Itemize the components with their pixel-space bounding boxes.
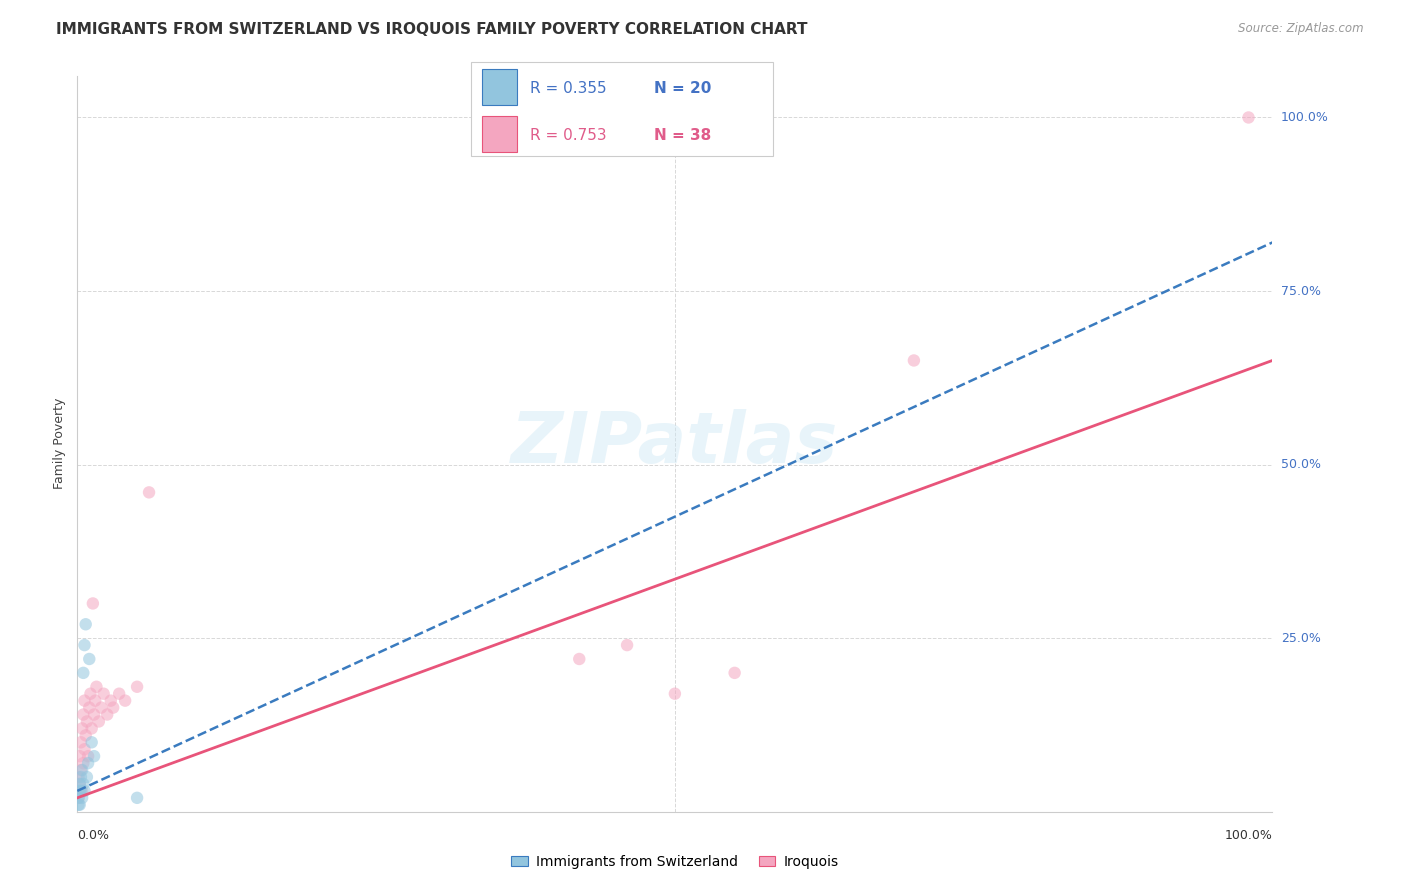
Point xyxy=(100,693,122,707)
Text: R = 0.753: R = 0.753 xyxy=(530,128,606,143)
Point xyxy=(1237,111,1260,125)
Text: 75.0%: 75.0% xyxy=(1281,285,1320,298)
Text: 25.0%: 25.0% xyxy=(1281,632,1320,645)
Point xyxy=(83,749,105,764)
Point xyxy=(72,756,94,771)
Point xyxy=(80,722,103,736)
Point xyxy=(79,687,101,701)
Point xyxy=(77,749,100,764)
Point xyxy=(76,714,98,729)
Point xyxy=(67,790,90,805)
Point xyxy=(724,665,747,680)
Point xyxy=(83,707,105,722)
Point xyxy=(76,770,98,784)
Point xyxy=(79,652,101,666)
Point xyxy=(79,700,101,714)
Text: R = 0.355: R = 0.355 xyxy=(530,81,606,96)
Point xyxy=(616,638,638,652)
Point xyxy=(70,784,93,798)
Point xyxy=(72,707,94,722)
Point xyxy=(69,749,91,764)
Point xyxy=(127,680,149,694)
Point xyxy=(70,790,93,805)
Text: ZIPatlas: ZIPatlas xyxy=(512,409,838,478)
Point xyxy=(69,777,91,791)
Point xyxy=(73,784,96,798)
Point xyxy=(96,707,118,722)
Point xyxy=(84,693,107,707)
Point xyxy=(70,763,93,777)
Point xyxy=(67,790,90,805)
Point xyxy=(72,777,94,791)
Point xyxy=(114,693,136,707)
Point xyxy=(72,665,94,680)
Point xyxy=(69,797,91,812)
Text: 50.0%: 50.0% xyxy=(1281,458,1320,471)
Text: IMMIGRANTS FROM SWITZERLAND VS IROQUOIS FAMILY POVERTY CORRELATION CHART: IMMIGRANTS FROM SWITZERLAND VS IROQUOIS … xyxy=(56,22,807,37)
Point xyxy=(138,485,160,500)
Point xyxy=(75,728,97,742)
Text: 0.0%: 0.0% xyxy=(77,829,110,842)
Point xyxy=(80,735,103,749)
Point xyxy=(664,687,686,701)
Point xyxy=(127,790,149,805)
Point xyxy=(70,735,93,749)
Text: N = 38: N = 38 xyxy=(654,128,711,143)
Point xyxy=(69,777,91,791)
Text: 100.0%: 100.0% xyxy=(1281,111,1329,124)
Point xyxy=(70,763,93,777)
Point xyxy=(87,714,110,729)
Point xyxy=(86,680,108,694)
Point xyxy=(90,700,112,714)
Point xyxy=(69,784,91,798)
Point xyxy=(77,756,100,771)
Legend: Immigrants from Switzerland, Iroquois: Immigrants from Switzerland, Iroquois xyxy=(505,849,845,875)
Point xyxy=(70,770,93,784)
Point xyxy=(73,742,96,756)
Point xyxy=(75,617,97,632)
Point xyxy=(903,353,925,368)
Point xyxy=(568,652,591,666)
Text: Source: ZipAtlas.com: Source: ZipAtlas.com xyxy=(1239,22,1364,36)
Text: 100.0%: 100.0% xyxy=(1225,829,1272,842)
Point xyxy=(73,638,96,652)
Point xyxy=(108,687,131,701)
Point xyxy=(67,770,90,784)
Point xyxy=(73,693,96,707)
Point xyxy=(67,797,90,812)
Point xyxy=(82,597,104,611)
Point xyxy=(93,687,115,701)
Text: N = 20: N = 20 xyxy=(654,81,711,96)
Point xyxy=(70,722,93,736)
Point xyxy=(70,784,93,798)
Y-axis label: Family Poverty: Family Poverty xyxy=(53,398,66,490)
Point xyxy=(103,700,124,714)
